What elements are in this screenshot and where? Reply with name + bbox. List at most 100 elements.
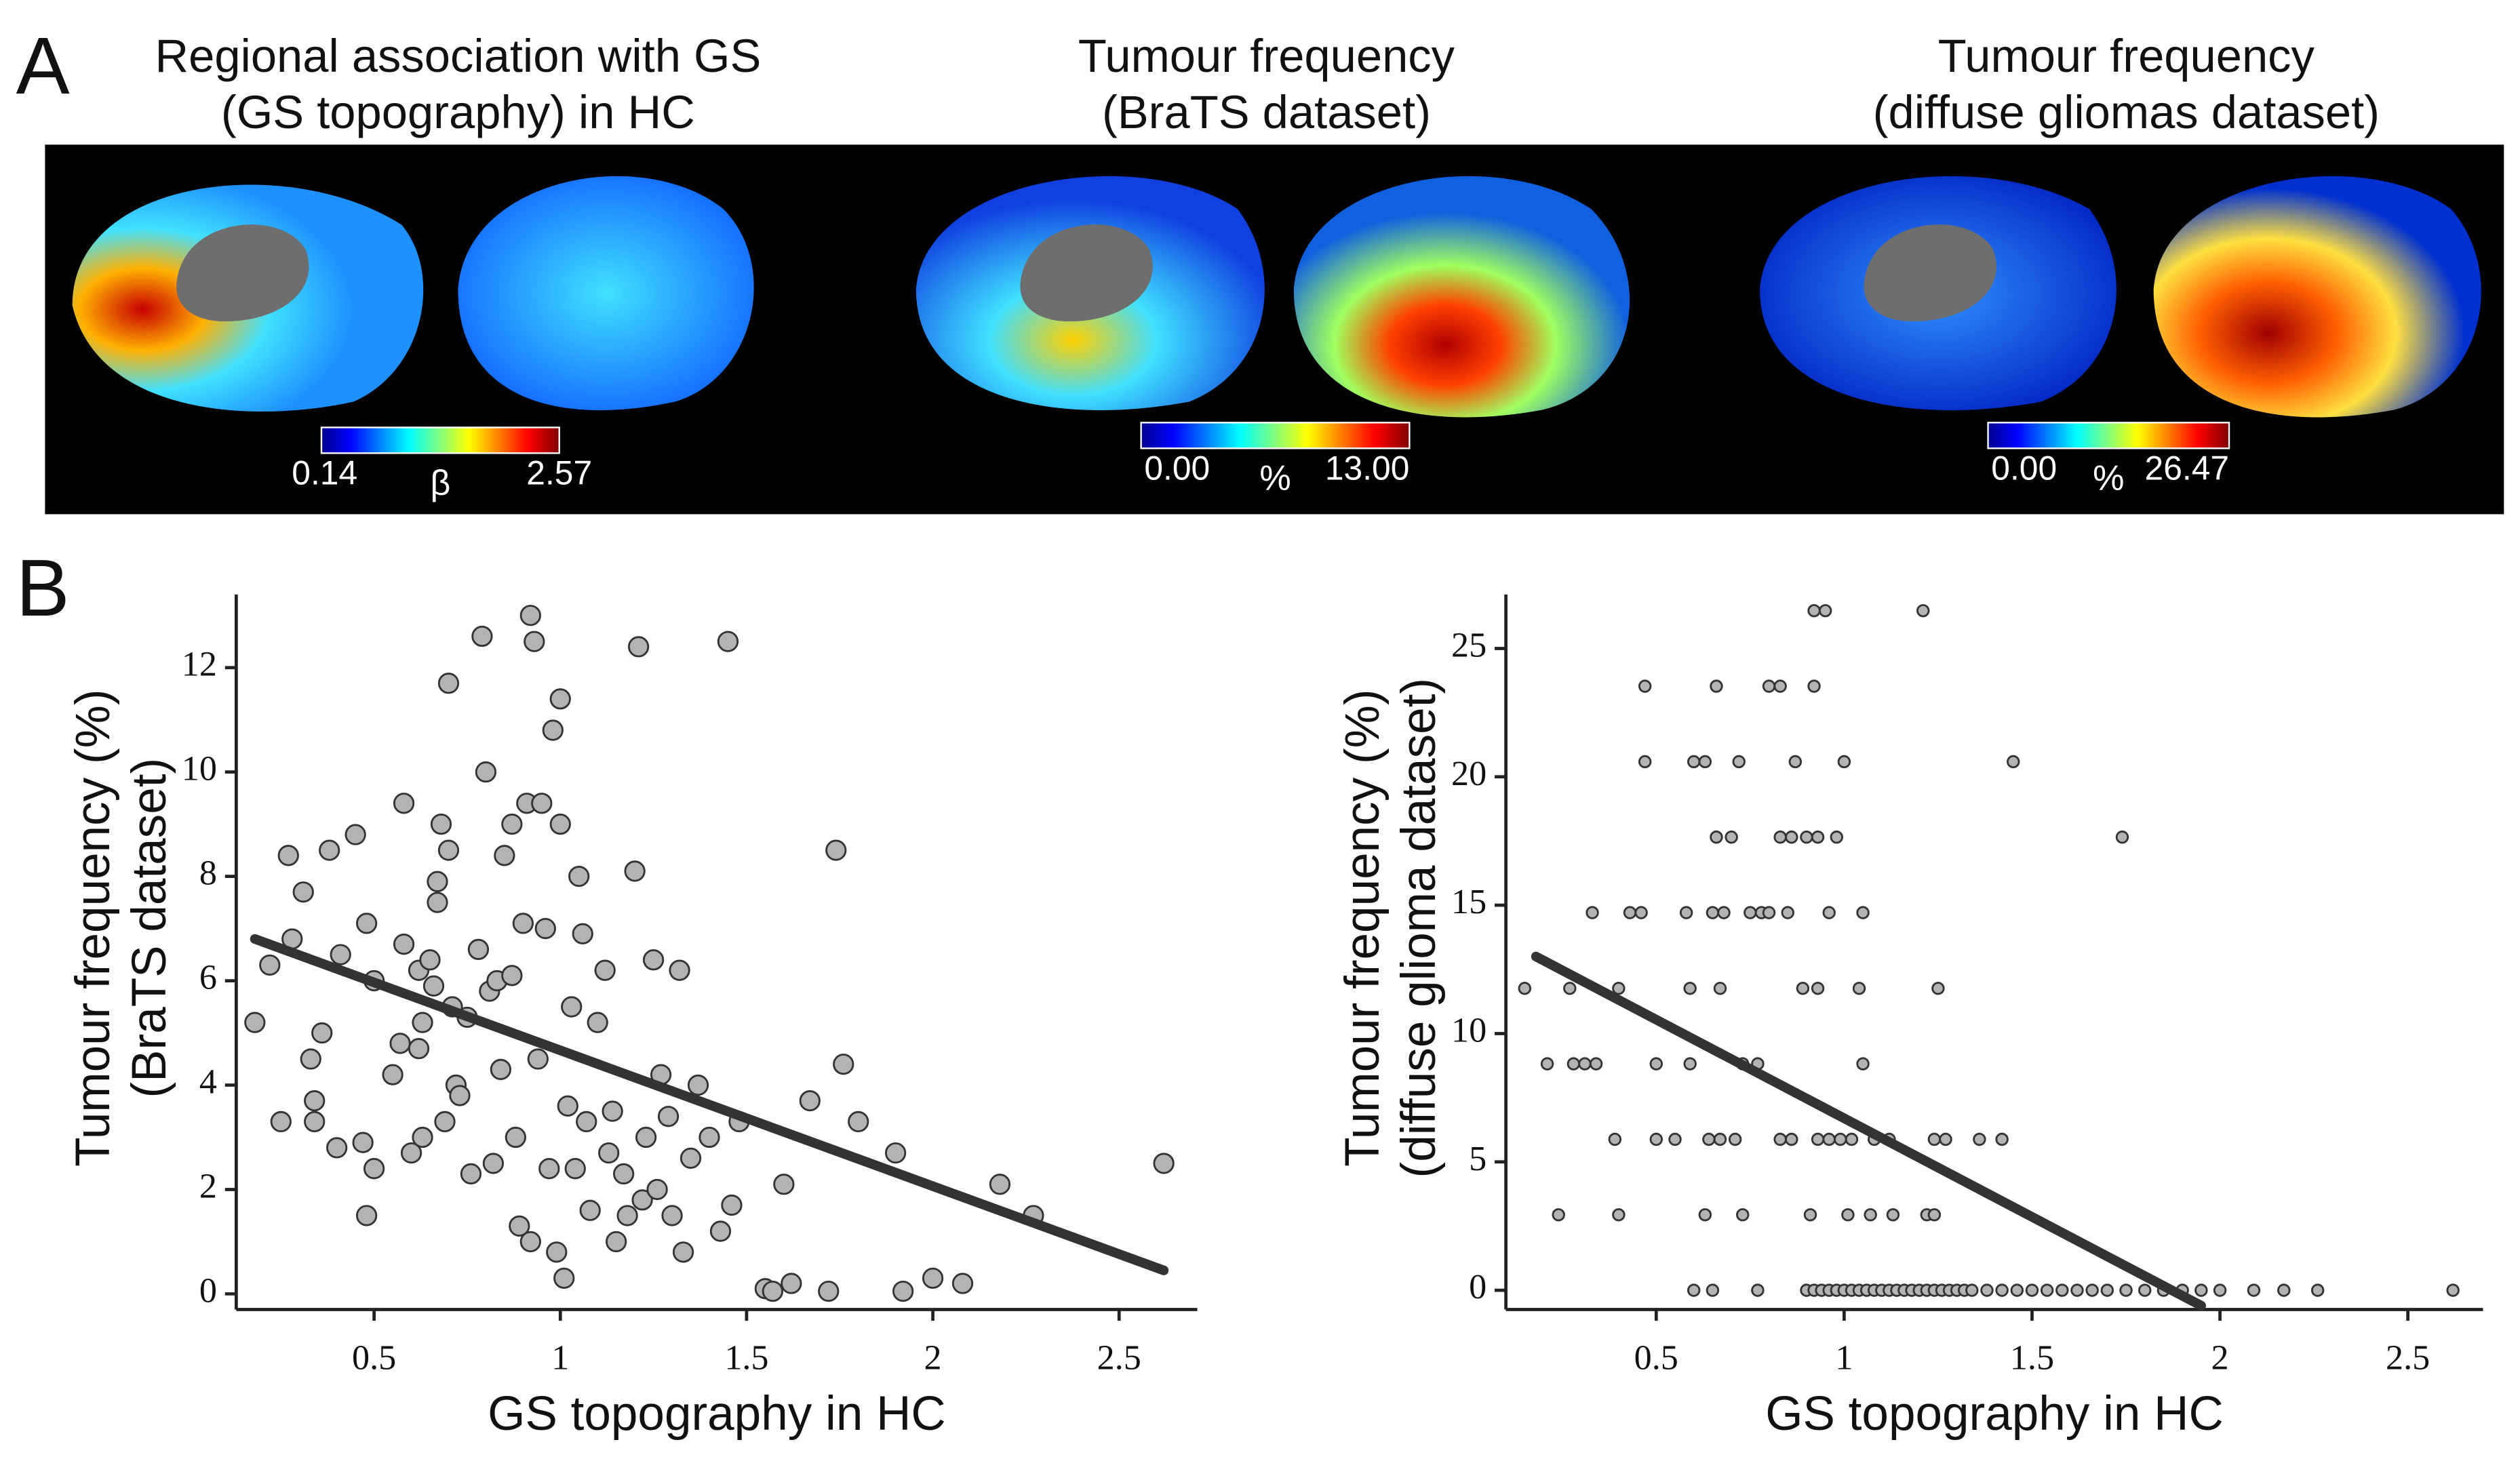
data-point	[818, 1280, 840, 1302]
data-point	[449, 1085, 471, 1106]
data-point	[1687, 1283, 1701, 1297]
y-tick-label: 20	[1451, 755, 1487, 793]
data-point	[549, 813, 571, 835]
data-point	[1717, 906, 1731, 919]
data-point	[989, 1174, 1011, 1195]
colorbar-unit: %	[2093, 458, 2124, 498]
y-tick-label: 0	[1469, 1268, 1487, 1306]
data-point	[1965, 1283, 1979, 1297]
x-tick-label: 0.5	[1634, 1338, 1678, 1377]
data-point	[519, 1231, 541, 1253]
regression-line	[250, 934, 1169, 1275]
data-point	[355, 913, 378, 934]
data-point	[1713, 982, 1727, 995]
data-point	[475, 761, 497, 783]
data-point	[606, 1231, 627, 1253]
y-tick-label: 5	[1469, 1140, 1487, 1178]
data-point	[304, 1111, 326, 1133]
data-point	[1578, 1057, 1592, 1071]
data-point	[1927, 1208, 1942, 1222]
data-point	[1728, 1132, 1742, 1146]
y-axis-label: Tumour frequency (%)	[1336, 689, 1390, 1166]
data-point	[1837, 755, 1851, 769]
data-point	[326, 1137, 348, 1159]
data-point	[1638, 679, 1652, 693]
data-point	[494, 845, 515, 866]
data-point	[2010, 1283, 2024, 1297]
data-point	[1807, 679, 1821, 693]
data-point	[1773, 831, 1787, 844]
y-tick-label: 0	[199, 1271, 217, 1310]
data-point	[490, 1058, 512, 1081]
data-point	[531, 793, 553, 814]
map-title: (diffuse gliomas dataset)	[1873, 86, 2380, 138]
data-point	[698, 1126, 720, 1148]
x-tick-label: 0.5	[352, 1338, 396, 1377]
data-point	[427, 871, 448, 892]
data-point	[1725, 831, 1738, 844]
data-point	[1845, 1132, 1859, 1146]
data-point	[1552, 1208, 1565, 1222]
y-axis-label: (diffuse glioma dataset)	[1392, 678, 1446, 1178]
data-point	[389, 1033, 411, 1054]
regression-line	[1531, 951, 2206, 1311]
data-point	[642, 949, 665, 971]
data-point	[505, 1126, 526, 1148]
map-title: (BraTS dataset)	[1102, 86, 1431, 138]
data-point	[1153, 1153, 1175, 1174]
data-point	[352, 1132, 374, 1153]
colorbar-unit: β	[430, 464, 450, 503]
data-point	[1785, 1132, 1798, 1146]
data-point	[1710, 831, 1723, 844]
y-tick-label: 10	[182, 750, 217, 788]
data-point	[1586, 906, 1599, 919]
data-point	[1822, 906, 1836, 919]
data-point	[669, 959, 690, 981]
data-point	[509, 1215, 530, 1237]
data-point	[1612, 982, 1626, 995]
data-point	[602, 1100, 623, 1122]
data-point	[635, 1126, 657, 1148]
data-point	[1679, 906, 1693, 919]
data-point	[951, 1273, 974, 1294]
data-point	[437, 839, 460, 861]
data-point	[1589, 1057, 1603, 1071]
data-point	[430, 813, 452, 835]
data-point	[1762, 679, 1776, 693]
map-title: Tumour frequency	[1938, 30, 2315, 82]
data-point	[2446, 1283, 2460, 1297]
data-point	[661, 1205, 683, 1226]
x-tick-label: 2.5	[2386, 1338, 2430, 1377]
data-point	[553, 1267, 575, 1289]
colorbar-min: 0.00	[1144, 449, 1210, 487]
data-point	[2194, 1283, 2208, 1297]
data-point	[1698, 755, 1712, 769]
data-point	[2277, 1283, 2291, 1297]
data-point	[833, 1054, 854, 1075]
data-point	[1773, 679, 1787, 693]
data-point	[1788, 755, 1803, 769]
x-tick-label: 2	[2211, 1338, 2229, 1377]
data-point	[561, 996, 583, 1018]
data-point	[1706, 906, 1720, 919]
data-point	[330, 944, 351, 965]
y-tick-label: 25	[1451, 626, 1487, 664]
data-point	[1744, 906, 1757, 919]
data-point	[549, 688, 571, 710]
data-point	[2040, 1283, 2054, 1297]
data-point	[594, 959, 616, 981]
data-point	[304, 1090, 326, 1112]
data-point	[1856, 1057, 1870, 1071]
data-point	[355, 1205, 378, 1226]
data-point	[1916, 604, 1930, 618]
data-point	[1807, 604, 1821, 618]
data-point	[672, 1241, 694, 1263]
data-point	[884, 1142, 907, 1164]
x-tick-label: 1	[1835, 1338, 1853, 1377]
data-point	[1751, 1283, 1765, 1297]
data-point	[1931, 982, 1945, 995]
data-point	[1800, 831, 1813, 844]
data-point	[1830, 831, 1843, 844]
data-point	[1803, 1208, 1817, 1222]
data-point	[1773, 1132, 1787, 1146]
